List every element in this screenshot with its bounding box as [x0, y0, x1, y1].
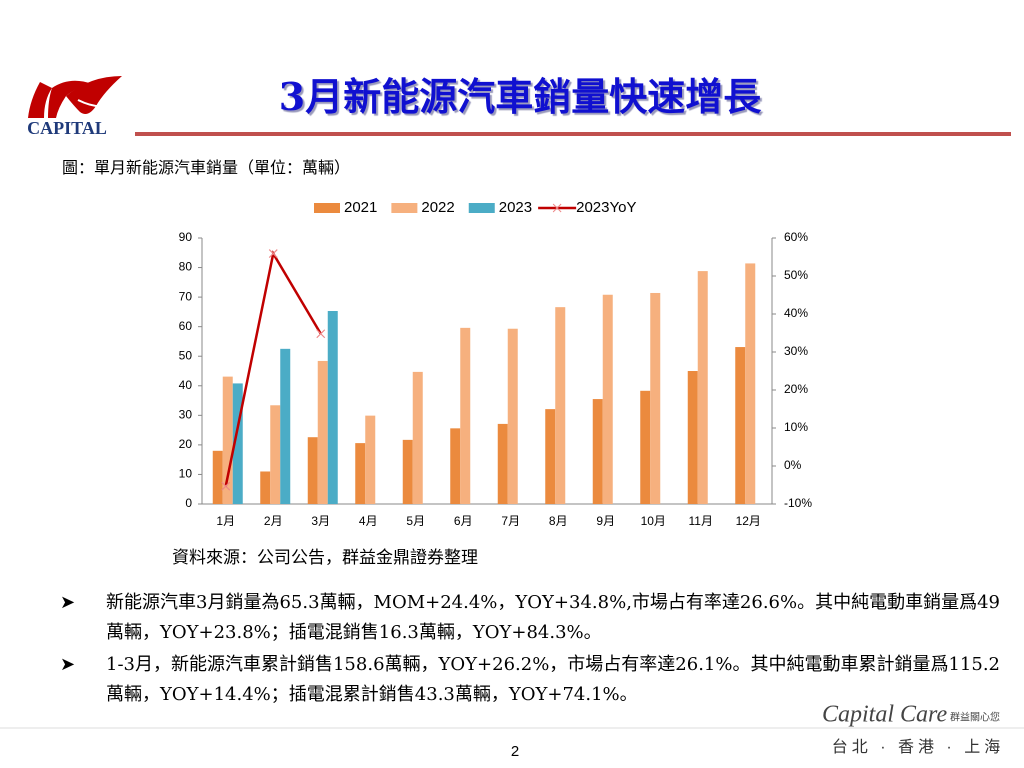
legend-swatch	[391, 203, 418, 213]
chart-caption: 圖：單月新能源汽車銷量（單位：萬輛）	[62, 158, 351, 177]
bar	[222, 376, 233, 504]
x-tick-label: 8月	[549, 514, 568, 528]
bar	[260, 471, 271, 504]
y2-tick-label: 20%	[784, 382, 808, 396]
bar	[365, 415, 376, 504]
marker	[316, 329, 326, 339]
x-tick-label: 12月	[736, 514, 761, 528]
y-tick-label: 0	[185, 496, 192, 510]
bar	[545, 409, 556, 504]
y-tick-label: 60	[179, 319, 193, 333]
bar	[270, 405, 281, 504]
bar	[317, 360, 328, 504]
legend-label: 2021	[344, 199, 377, 216]
legend-swatch	[314, 203, 340, 213]
bar	[735, 347, 746, 504]
bullet: ➤ 1-3月，新能源汽車累計銷售158.6萬輛，YOY+26.2%，市場占有率達2…	[60, 650, 1000, 710]
logo-text: CAPITAL	[27, 118, 107, 138]
y2-tick-label: 10%	[784, 420, 808, 434]
y2-tick-label: 0%	[784, 458, 802, 472]
brand: Capital Care	[822, 702, 947, 728]
logo: CAPITAL	[27, 76, 122, 138]
legend-label: 2022	[421, 199, 454, 216]
bullet: ➤ 新能源汽車3月銷量為65.3萬輛，MOM+24.4%，YOY+34.8%,市場…	[60, 588, 1000, 648]
bar	[327, 311, 338, 504]
x-tick-label: 7月	[501, 514, 520, 528]
x-tick-label: 2月	[264, 514, 283, 528]
x-tick-label: 6月	[454, 514, 473, 528]
y-tick-label: 10	[179, 467, 193, 481]
bar	[460, 327, 471, 504]
bar	[412, 371, 423, 504]
y2-tick-label: 50%	[784, 268, 808, 282]
legend-label: 2023YoY	[576, 199, 636, 216]
marker	[221, 481, 231, 491]
bar	[355, 443, 366, 504]
slide-title: 3月新能源汽車銷量快速增長	[278, 74, 762, 119]
y2-tick-label: 60%	[784, 230, 808, 244]
y-tick-label: 80	[179, 260, 193, 274]
cities: 台北 · 香港 · 上海	[832, 738, 1004, 756]
y-tick-label: 50	[179, 348, 193, 362]
y-tick-label: 30	[179, 408, 193, 422]
bar	[555, 307, 566, 504]
title-rule	[135, 132, 1011, 136]
bullet-text: 1-3月，新能源汽車累計銷售158.6萬輛，YOY+26.2%，市場占有率達26…	[106, 654, 1001, 705]
y-tick-label: 90	[179, 230, 193, 244]
bar	[507, 328, 518, 504]
x-tick-label: 11月	[689, 514, 713, 528]
bar	[497, 423, 508, 504]
bar	[602, 294, 613, 504]
marker	[268, 249, 278, 259]
x-tick-label: 1月	[216, 514, 235, 528]
x-tick-label: 5月	[406, 514, 425, 528]
bar	[280, 348, 291, 504]
x-tick-label: 10月	[641, 514, 666, 528]
bar	[450, 428, 461, 504]
bar	[402, 439, 413, 504]
chart-source: 資料來源：公司公告，群益金鼎證券整理	[172, 548, 478, 568]
legend-label: 2023	[499, 199, 532, 216]
legend-swatch	[468, 203, 495, 213]
bar	[650, 292, 661, 504]
bar	[687, 371, 698, 504]
bar	[640, 390, 651, 504]
bar	[745, 263, 756, 504]
y2-tick-label: 40%	[784, 306, 808, 320]
bar	[697, 271, 708, 504]
bar	[212, 450, 223, 504]
y-tick-label: 20	[179, 437, 193, 451]
chart: 0 10 20 30 40 50 60 70 80 90 -10% 0% 10% 20% 30% 40% 50%…	[179, 199, 813, 528]
y2-tick-label: 30%	[784, 344, 808, 358]
bullet-text: 新能源汽車3月銷量為65.3萬輛，MOM+24.4%，YOY+34.8%,市場占…	[106, 592, 1001, 643]
bar	[232, 383, 243, 504]
page-number: 2	[511, 743, 519, 760]
x-tick-label: 9月	[596, 514, 615, 528]
bar	[307, 437, 318, 504]
x-tick-label: 4月	[359, 514, 378, 528]
bar	[592, 399, 603, 504]
y-tick-label: 40	[179, 378, 193, 392]
x-tick-label: 3月	[311, 514, 330, 528]
y2-tick-label: -10%	[784, 496, 812, 510]
slogan: 群益關心您	[950, 711, 1000, 724]
y-tick-label: 70	[179, 289, 193, 303]
legend-marker	[552, 203, 562, 213]
